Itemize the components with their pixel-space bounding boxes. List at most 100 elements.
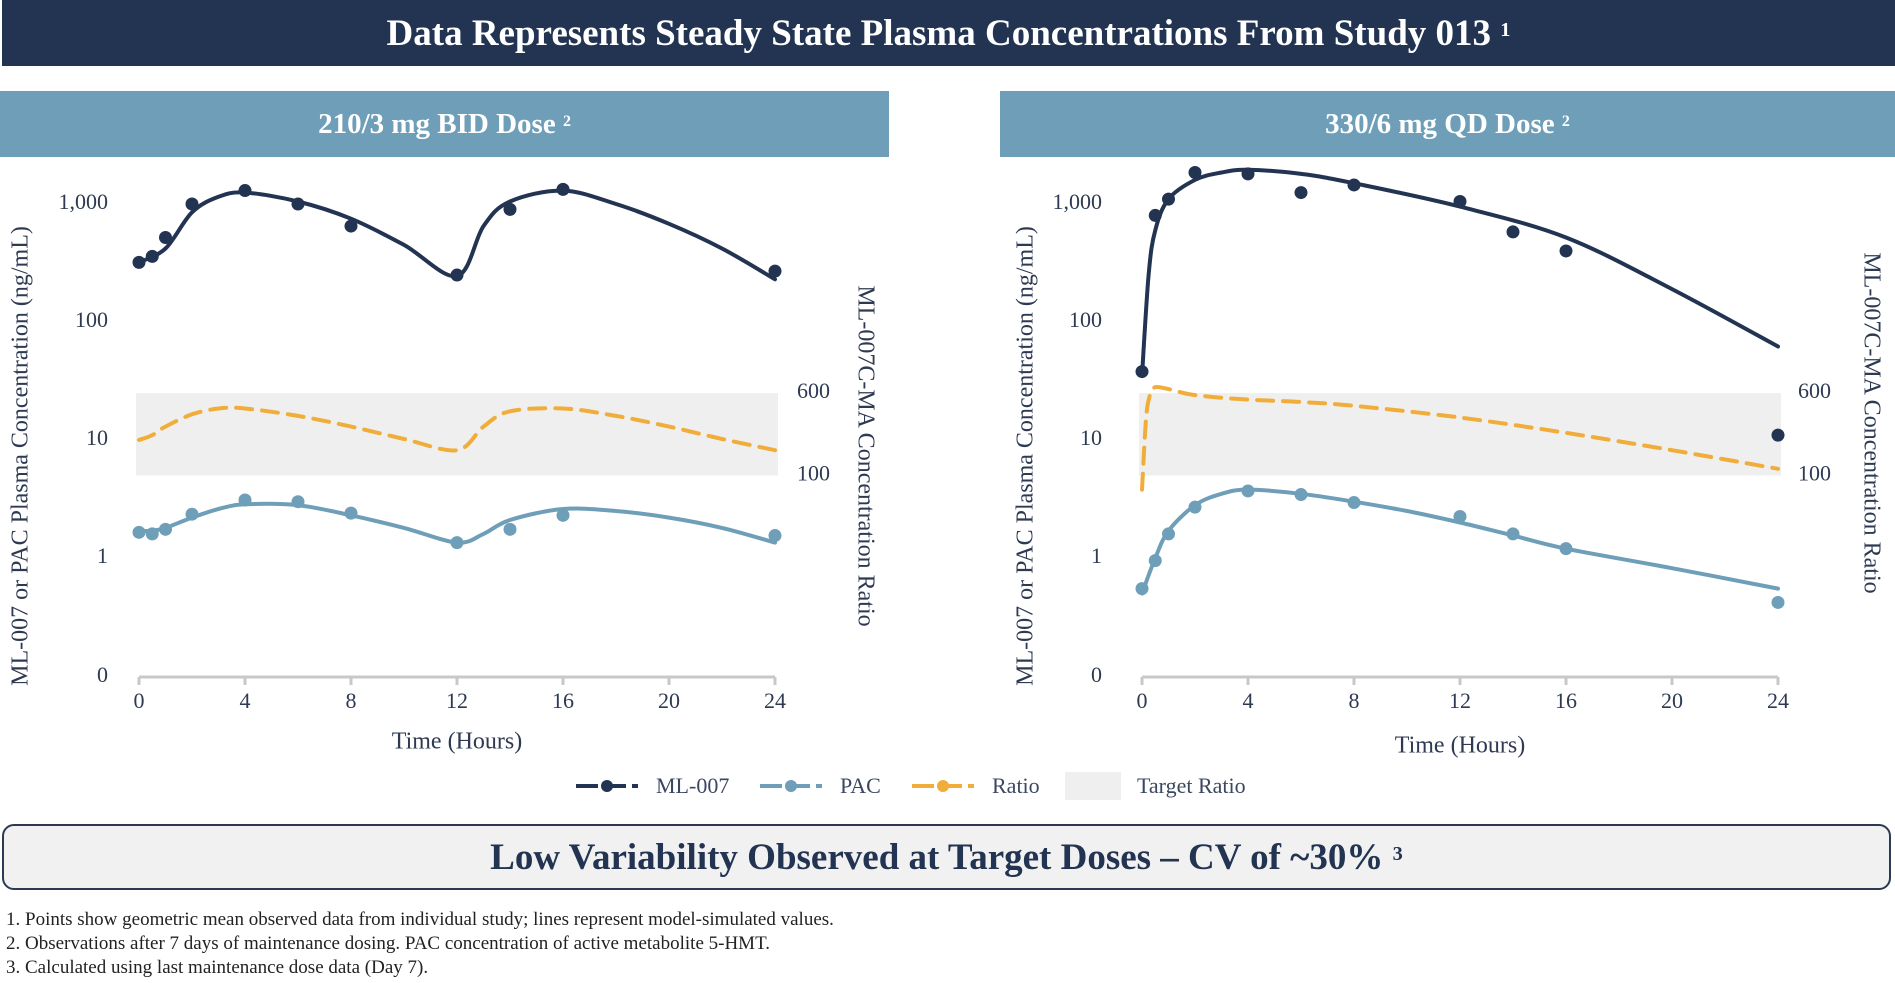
legend-label-pac: PAC <box>840 773 881 798</box>
y2-tick-label: 600 <box>1798 378 1831 403</box>
data-point-ml007 <box>1506 225 1520 239</box>
data-point-ml007 <box>450 268 464 282</box>
x-tick-label: 0 <box>134 688 145 713</box>
data-point-pac <box>238 493 252 507</box>
y-tick-label: 1 <box>1091 543 1102 568</box>
data-point-ml007 <box>556 182 570 196</box>
series-line-ml007 <box>137 188 777 282</box>
x-tick-label: 4 <box>1243 688 1254 713</box>
series-line-ratio <box>1140 384 1780 492</box>
data-point-pac <box>1771 595 1785 609</box>
x-tick-label: 20 <box>1661 688 1683 713</box>
legend-swatch-ratio <box>912 780 974 792</box>
data-point-pac <box>145 527 159 541</box>
y-tick-label: 100 <box>1069 307 1102 332</box>
data-point-ml007 <box>145 249 159 263</box>
banner-title: Data Represents Steady State Plasma Conc… <box>386 12 1492 54</box>
x-tick-label: 24 <box>1767 688 1789 713</box>
panel-left-title: 210/3 mg BID Dose <box>318 107 556 140</box>
y-axis-label: ML-007 or PAC Plasma Concentration (ng/m… <box>8 226 34 686</box>
y-tick-label: 100 <box>75 307 108 332</box>
y2-tick-label: 600 <box>797 378 830 403</box>
data-point-ml007 <box>1148 208 1162 222</box>
series-line-pac <box>1140 487 1780 596</box>
data-point-pac <box>132 525 146 539</box>
data-point-pac <box>556 508 570 522</box>
x-tick-label: 16 <box>1555 688 1577 713</box>
series-line-ratio <box>137 405 777 453</box>
legend-item-pac: PAC <box>758 770 881 802</box>
data-point-pac <box>1188 500 1202 514</box>
data-point-ml007 <box>1771 428 1785 442</box>
data-point-pac <box>344 506 358 520</box>
x-tick-label: 4 <box>240 688 251 713</box>
series-line-ml007 <box>1140 167 1780 378</box>
data-point-ml007 <box>1188 165 1202 179</box>
x-tick-label: 8 <box>346 688 357 713</box>
data-point-ml007 <box>1294 186 1308 200</box>
legend-item-ratio: Ratio <box>910 770 1040 802</box>
x-axis-label: Time (Hours) <box>392 729 522 755</box>
data-point-pac <box>450 536 464 550</box>
legend-item-ml007: ML-007 <box>574 770 729 802</box>
data-point-ml007 <box>132 255 146 269</box>
legend-swatch-ml007 <box>576 780 638 792</box>
y2-tick-label: 100 <box>797 461 830 486</box>
data-point-ml007 <box>291 197 305 211</box>
legend-item-target-ratio: Target Ratio <box>1065 770 1246 802</box>
data-point-ml007 <box>185 197 199 211</box>
data-point-ml007 <box>159 231 172 245</box>
x-axis-label: Time (Hours) <box>1395 733 1525 759</box>
legend-label-ratio: Ratio <box>992 773 1040 798</box>
data-point-pac <box>1241 484 1255 498</box>
data-point-pac <box>1148 554 1162 568</box>
legend-label-target-ratio: Target Ratio <box>1137 773 1246 798</box>
x-tick-label: 24 <box>764 688 786 713</box>
y2-tick-label: 100 <box>1798 461 1831 486</box>
data-point-ml007 <box>1135 365 1149 379</box>
data-point-pac <box>1347 496 1361 510</box>
data-point-pac <box>291 495 305 509</box>
chart-qd-dose: 0 4 8 12 16 20 24 Time (Hours) 0 1 10 100 1,000 ML-00… <box>1013 165 1885 759</box>
y-tick-label: 10 <box>1080 425 1102 450</box>
data-point-pac <box>1294 488 1308 502</box>
y-tick-label: 0 <box>1091 662 1102 687</box>
x-tick-label: 20 <box>658 688 680 713</box>
panel-left-header: 210/3 mg BID Dose 2 <box>0 91 889 157</box>
top-banner: Data Represents Steady State Plasma Conc… <box>2 0 1895 66</box>
legend-label-ml007: ML-007 <box>656 773 730 798</box>
footnote-2: 2. Observations after 7 days of maintena… <box>6 933 771 954</box>
panel-right-header: 330/6 mg QD Dose 2 <box>1000 91 1895 157</box>
summary-box: Low Variability Observed at Target Doses… <box>2 824 1891 890</box>
data-point-pac <box>768 529 782 543</box>
legend-swatch-target-ratio <box>1065 772 1121 800</box>
y-tick-label: 1,000 <box>59 189 109 214</box>
y2-axis-label: ML-007C-MA Concentration Ratio <box>852 285 878 626</box>
data-point-pac <box>185 507 199 521</box>
data-point-ml007 <box>344 219 358 233</box>
chart-bid-dose: 0 4 8 12 16 20 24 Time (Hours) 0 1 10 100 1,000 ML-00… <box>8 182 879 755</box>
data-point-pac <box>1559 542 1573 556</box>
legend: ML-007 PAC Ratio Target Ratio <box>0 770 1895 802</box>
data-point-ml007 <box>768 264 782 278</box>
y-tick-label: 10 <box>86 425 108 450</box>
footnote-3: 3. Calculated using last maintenance dos… <box>6 957 429 978</box>
data-point-pac <box>1162 527 1175 541</box>
target-ratio-band <box>1139 393 1781 476</box>
data-point-ml007 <box>1347 178 1361 192</box>
y2-axis-label: ML-007C-MA Concentration Ratio <box>1858 252 1884 593</box>
data-point-pac <box>1506 527 1520 541</box>
data-point-ml007 <box>503 202 517 216</box>
data-point-ml007 <box>1241 167 1255 181</box>
series-line-pac <box>137 501 777 545</box>
footnote-1: 1. Points show geometric mean observed d… <box>6 909 834 930</box>
data-point-ml007 <box>1453 194 1467 208</box>
y-tick-label: 1 <box>97 543 108 568</box>
data-point-ml007 <box>1559 244 1573 258</box>
x-tick-label: 8 <box>1349 688 1360 713</box>
y-tick-label: 1,000 <box>1053 189 1103 214</box>
legend-swatch-pac <box>760 780 822 792</box>
y-tick-label: 0 <box>97 662 108 687</box>
summary-text: Low Variability Observed at Target Doses… <box>490 836 1384 878</box>
data-point-pac <box>503 522 517 536</box>
